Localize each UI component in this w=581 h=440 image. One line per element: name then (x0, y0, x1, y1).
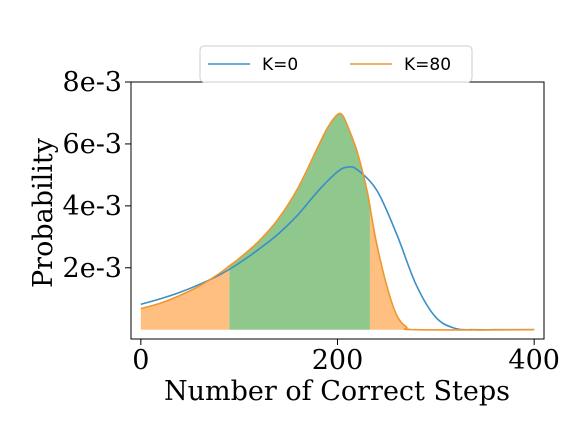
x-axis-ticks: 0 200 400 (132, 339, 560, 376)
y-tick-label: 2e-3 (63, 253, 122, 284)
x-tick-label: 0 (132, 345, 149, 376)
legend-label-k0: K=0 (262, 55, 298, 75)
legend: K=0 K=80 (199, 45, 473, 83)
series-line-k80 (140, 112, 535, 331)
y-axis-ticks: 2e-3 4e-3 6e-3 8e-3 (63, 67, 131, 284)
y-tick-label: 4e-3 (63, 191, 122, 222)
legend-label-k80: K=80 (404, 55, 451, 75)
y-tick-label: 8e-3 (63, 67, 122, 98)
series-lines (140, 112, 535, 331)
x-axis-label: Number of Correct Steps (164, 376, 510, 407)
y-tick-label: 6e-3 (63, 129, 122, 160)
legend-frame (199, 45, 473, 83)
shaded-regions (140, 113, 417, 330)
x-tick-label: 400 (508, 345, 560, 376)
shaded-region-3 (369, 207, 417, 330)
x-tick-label: 200 (312, 345, 364, 376)
y-axis-label: Probability (28, 137, 59, 288)
shaded-region-2 (229, 113, 370, 330)
